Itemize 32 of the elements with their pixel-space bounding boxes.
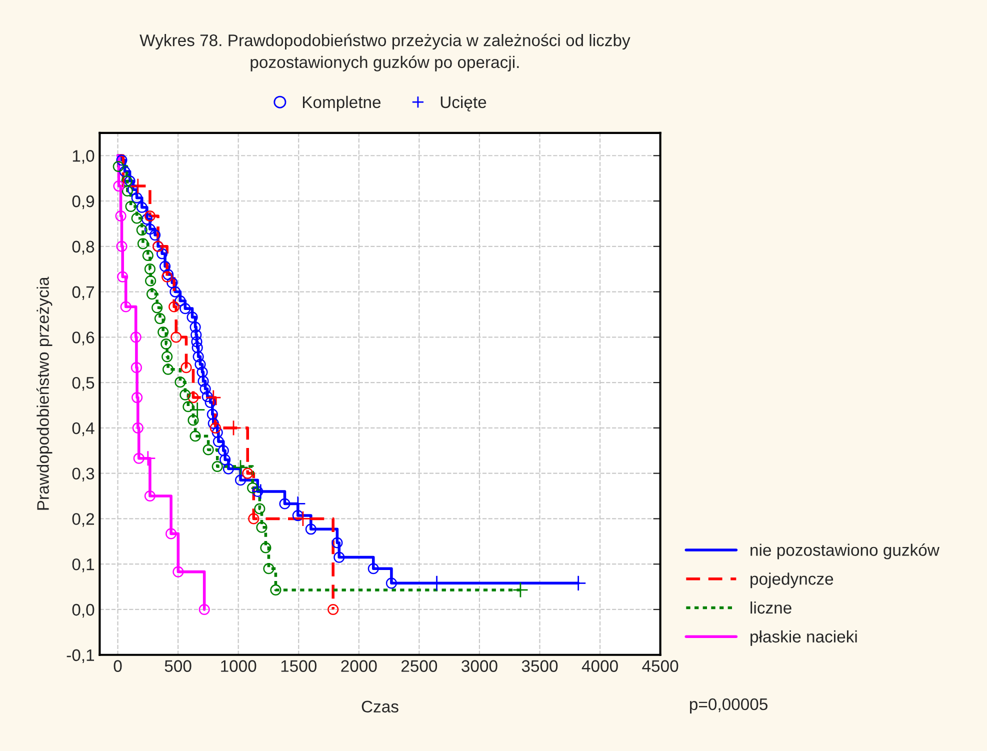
legend-label: nie pozostawiono guzków	[750, 544, 940, 560]
legend-label: liczne	[750, 601, 792, 614]
legend-label: pojedyncze	[750, 572, 834, 588]
x-tick-label: 1000	[221, 660, 256, 672]
y-tick-label: 0,8	[72, 240, 94, 255]
y-tick-label: 0,3	[72, 468, 94, 482]
legend-label: Ucięte	[440, 96, 486, 112]
x-tick-label: 3000	[462, 660, 498, 672]
chart-title: Wykres 78. Prawdopodobieństwo przeżycia w zależności od liczby pozostawionych guzków po operacji.	[140, 34, 630, 72]
x-tick-label: 4000	[582, 660, 618, 672]
x-tick-label: 500	[164, 660, 192, 672]
y-tick-label: 0,5	[72, 376, 94, 391]
y-tick-label: 1,0	[72, 150, 94, 164]
legend-label: Kompletne	[302, 96, 381, 112]
x-tick-label: 2500	[401, 660, 438, 672]
x-tick-label: 0	[114, 660, 122, 672]
y-tick-label: 0,0	[72, 604, 94, 618]
y-tick-label: 0,1	[72, 558, 94, 572]
x-tick-label: 2000	[341, 660, 377, 672]
y-axis-title: Prawdopodobieństwo przeżycia	[36, 276, 52, 510]
legend-label: płaskie nacieki	[750, 630, 857, 646]
y-tick-label: 0,6	[72, 332, 94, 346]
x-tick-label: 4500	[642, 660, 678, 672]
x-tick-label: 1500	[281, 660, 317, 672]
x-axis-title: Czas	[362, 700, 398, 713]
x-tick-label: 3500	[522, 660, 558, 672]
y-tick-label: 0,4	[72, 422, 94, 436]
y-tick-label: 0,2	[72, 513, 94, 527]
y-tick-label: 0,9	[72, 195, 94, 210]
text: p=0,00005	[690, 698, 768, 714]
y-tick-label: 0,7	[72, 286, 94, 300]
y-tick-label: -0,1	[66, 649, 94, 664]
